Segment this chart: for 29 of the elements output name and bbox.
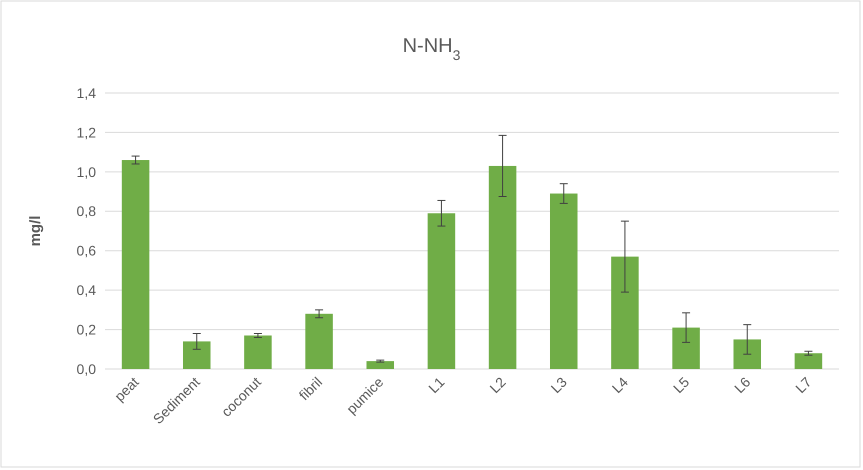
bar	[794, 353, 822, 369]
y-tick-label: 0,6	[76, 242, 96, 259]
bar	[672, 328, 700, 369]
x-tick-label: L4	[608, 374, 632, 396]
bar	[611, 256, 639, 369]
bar	[488, 166, 516, 369]
x-tick-label: L2	[486, 374, 509, 396]
x-tick-label: L5	[670, 374, 692, 396]
y-axis-title: mg/l	[27, 216, 44, 246]
bar	[122, 160, 150, 369]
y-tick-label: 0,4	[76, 282, 96, 298]
y-tick-label: 0,0	[76, 360, 96, 377]
y-tick-label: 0,2	[76, 321, 96, 338]
x-tick-label: L6	[731, 374, 754, 396]
y-tick-label: 1,0	[76, 164, 96, 180]
bar	[366, 361, 394, 369]
y-tick-label: 1,4	[76, 84, 96, 101]
chart-title: N-NH$_{3}$	[402, 35, 461, 63]
x-tick-label: L1	[425, 374, 448, 396]
bar	[550, 194, 578, 369]
bar	[733, 339, 762, 369]
x-tick-label: L3	[548, 374, 570, 396]
bar	[244, 335, 272, 369]
y-tick-label: 1,2	[76, 124, 96, 140]
bar	[305, 314, 333, 369]
bar	[428, 213, 456, 369]
x-tick-label: L7	[792, 374, 815, 396]
y-tick-label: 0,8	[76, 203, 96, 220]
bar	[182, 341, 211, 369]
